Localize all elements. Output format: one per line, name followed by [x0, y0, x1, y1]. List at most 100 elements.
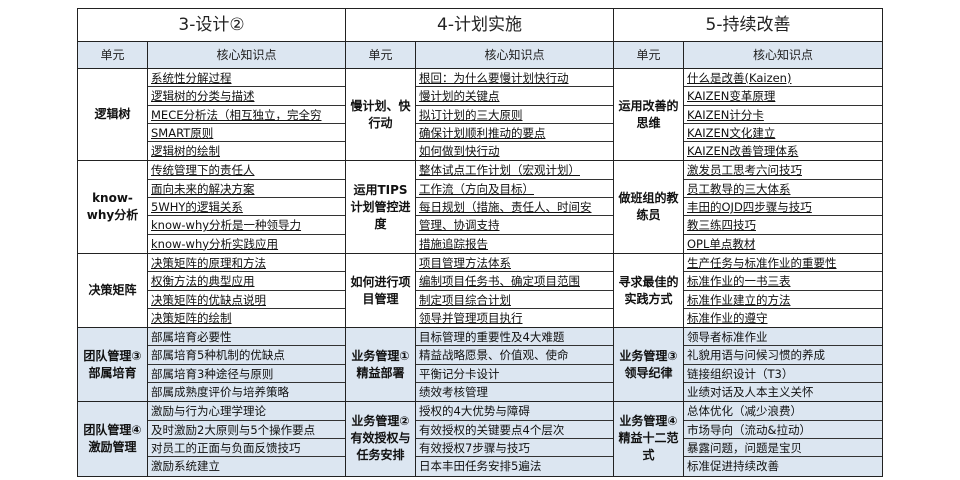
unit-group: 业务管理③领导纪律 领导者标准作业 礼貌用语与问候习惯的养成 链接组织设计（T3） 业绩… — [614, 328, 882, 403]
unit-header: 单元 — [78, 42, 148, 68]
knowledge-point: KAIZEN文化建立 — [684, 124, 882, 143]
knowledge-point: 平衡记分卡设计 — [416, 365, 613, 384]
unit-name: 运用改善的思维 — [614, 69, 684, 161]
knowledge-point: 工作流（方向及目标） — [416, 180, 613, 199]
unit-name: 业务管理④精益十二范式 — [614, 402, 684, 476]
knowledge-point: 丰田的OJD四步骤与技巧 — [684, 198, 882, 217]
phase-block: 4-计划实施 单元 核心知识点慢计划、快行动 根回：为什么要慢计划快行动 慢计划的关键点… — [346, 9, 614, 476]
knowledge-point: 根回：为什么要慢计划快行动 — [416, 69, 613, 88]
knowledge-point: 管理、协调支持 — [416, 216, 613, 235]
knowledge-point: 决策矩阵的绘制 — [151, 310, 232, 325]
unit-name: 团队管理③部属培育 — [78, 328, 148, 402]
knowledge-point: 慢计划的关键点 — [416, 87, 613, 106]
knowledge-point: 标准作业的遵守 — [687, 310, 768, 325]
knowledge-point: 标准促进持续改善 — [687, 459, 779, 474]
knowledge-point: 标准作业的一书三表 — [684, 272, 882, 291]
knowledge-point: 有效授权7步骤与技巧 — [416, 439, 613, 458]
unit-group: 运用TIPS计划管控进度 整体试点工作计划（宏观计划） 工作流（方向及目标） 每日规划… — [346, 161, 613, 254]
unit-name: 业务管理②有效授权与任务安排 — [346, 402, 416, 476]
knowledge-point: 决策矩阵的优缺点说明 — [148, 291, 345, 309]
points-header: 核心知识点 — [484, 48, 545, 62]
knowledge-point: know-why分析实践应用 — [151, 236, 279, 251]
knowledge-point: 5WHY的逻辑关系 — [148, 198, 345, 217]
points-header: 核心知识点 — [752, 48, 813, 62]
knowledge-point: 部属培育必要性 — [148, 328, 345, 347]
knowledge-point: 编制项目任务书、确定项目范围 — [416, 272, 613, 291]
curriculum-table: 3-设计② 单元 核心知识点 逻辑树 系统性分解过程 逻辑树的分类与描述 MECE分析法（相… — [77, 8, 883, 477]
unit-name: 决策矩阵 — [78, 253, 148, 328]
phase-title: 4-计划实施 — [346, 9, 613, 42]
knowledge-point: KAIZEN改善管理体系 — [687, 144, 799, 159]
unit-group: 团队管理③部属培育 部属培育必要性 部属培育5种机制的优缺点 部属培育3种途径与原则部… — [78, 328, 345, 403]
knowledge-point: 市场导向（流动&拉动） — [684, 421, 882, 439]
knowledge-point: 部属培育3种途径与原则 — [148, 365, 345, 384]
unit-header: 单元 — [614, 42, 684, 68]
knowledge-point: KAIZEN变革原理 — [684, 87, 882, 106]
phase-block: 3-设计② 单元 核心知识点逻辑树 系统性分解过程 逻辑树的分类与描述 MECE分析法（相… — [78, 9, 346, 476]
knowledge-points: 授权的4大优势与障碍 有效授权的关键要点4个层次 有效授权7步骤与技巧 日本丰田任务安… — [416, 402, 613, 475]
knowledge-point: SMART原则 — [148, 124, 345, 143]
header-row: 单元 核心知识点 — [78, 42, 345, 69]
knowledge-point: OPL单点教材 — [687, 236, 756, 251]
knowledge-point: 员工教导的三大体系 — [684, 180, 882, 199]
knowledge-point: 传统管理下的责任人 — [148, 161, 345, 180]
unit-group: 业务管理①精益部署 目标管理的重要性及4大难题 精益战略愿景、价值观、使命 平衡记分卡… — [346, 328, 613, 403]
knowledge-point: 面向未来的解决方案 — [148, 180, 345, 199]
knowledge-points: 传统管理下的责任人 面向未来的解决方案 5WHY的逻辑关系 know-why分析是一种… — [148, 161, 345, 252]
knowledge-point: 链接组织设计（T3） — [684, 365, 882, 384]
knowledge-point: 逻辑树的分类与描述 — [148, 87, 345, 106]
knowledge-points: 总体优化（减少浪费） 市场导向（流动&拉动） 暴露问题，问题是宝贝 标准促进持续改善 — [684, 402, 882, 475]
knowledge-points: 系统性分解过程 逻辑树的分类与描述 MECE分析法（相互独立，完全穷 SMART原则逻… — [148, 69, 345, 160]
knowledge-point: 如何做到快行动 — [419, 144, 500, 159]
knowledge-point: 项目管理方法体系 — [416, 254, 613, 273]
phase-title: 5-持续改善 — [614, 9, 882, 42]
knowledge-point: 什么是改善(Kaizen) — [684, 69, 882, 88]
knowledge-points: 整体试点工作计划（宏观计划） 工作流（方向及目标） 每日规划（措施、责任人、时间安管… — [416, 161, 613, 252]
knowledge-points: 激发员工思考六问技巧 员工教导的三大体系 丰田的OJD四步骤与技巧 教三练四技巧 OPL… — [684, 161, 882, 252]
header-row: 单元 核心知识点 — [614, 42, 882, 69]
knowledge-point: 部属成熟度评价与培养策略 — [151, 385, 289, 400]
knowledge-point: 领导并管理项目执行 — [419, 310, 523, 325]
unit-group: 如何进行项目管理 项目管理方法体系 编制项目任务书、确定项目范围 制定项目综合计划 领导… — [346, 253, 613, 329]
unit-name: 运用TIPS计划管控进度 — [346, 161, 416, 253]
unit-group: 业务管理④精益十二范式 总体优化（减少浪费） 市场导向（流动&拉动） 暴露问题，问题是… — [614, 402, 882, 476]
knowledge-point: 拟订计划的三大原则 — [416, 106, 613, 124]
unit-name: 慢计划、快行动 — [346, 69, 416, 161]
knowledge-point: 业绩对话及人本主义关怀 — [687, 385, 814, 400]
knowledge-point: 标准作业建立的方法 — [684, 291, 882, 309]
phase-title: 3-设计② — [78, 9, 345, 42]
unit-group: 决策矩阵 决策矩阵的原理和方法 权衡方法的典型应用 决策矩阵的优缺点说明 决策矩阵的绘制 — [78, 253, 345, 329]
knowledge-point: 部属培育5种机制的优缺点 — [148, 346, 345, 365]
knowledge-points: 领导者标准作业 礼貌用语与问候习惯的养成 链接组织设计（T3） 业绩对话及人本主义关怀 — [684, 328, 882, 401]
knowledge-point: 每日规划（措施、责任人、时间安 — [416, 198, 613, 217]
knowledge-point: 制定项目综合计划 — [416, 291, 613, 309]
unit-group: 逻辑树 系统性分解过程 逻辑树的分类与描述 MECE分析法（相互独立，完全穷 SMART… — [78, 69, 345, 162]
unit-name: 业务管理③领导纪律 — [614, 328, 684, 402]
knowledge-point: 暴露问题，问题是宝贝 — [684, 439, 882, 458]
unit-header: 单元 — [346, 42, 416, 68]
knowledge-point: 决策矩阵的原理和方法 — [148, 254, 345, 273]
knowledge-point: 及时激励2大原则与5个操作要点 — [148, 421, 345, 439]
knowledge-point: 确保计划顺利推动的要点 — [416, 124, 613, 143]
points-header: 核心知识点 — [216, 48, 277, 62]
knowledge-points: 项目管理方法体系 编制项目任务书、确定项目范围 制定项目综合计划 领导并管理项目执行 — [416, 254, 613, 327]
unit-name: 做班组的教练员 — [614, 161, 684, 253]
knowledge-point: KAIZEN计分卡 — [684, 106, 882, 124]
knowledge-point: MECE分析法（相互独立，完全穷 — [148, 106, 345, 124]
knowledge-point: 有效授权的关键要点4个层次 — [416, 421, 613, 439]
unit-name: know-why分析 — [78, 161, 148, 253]
knowledge-point: know-why分析是一种领导力 — [148, 216, 345, 235]
knowledge-point: 授权的4大优势与障碍 — [416, 402, 613, 421]
knowledge-point: 领导者标准作业 — [684, 328, 882, 347]
knowledge-points: 什么是改善(Kaizen) KAIZEN变革原理 KAIZEN计分卡 KAIZEN文化… — [684, 69, 882, 160]
unit-group: 运用改善的思维 什么是改善(Kaizen) KAIZEN变革原理 KAIZEN计分卡 K… — [614, 69, 882, 162]
knowledge-points: 生产任务与标准作业的重要性 标准作业的一书三表 标准作业建立的方法 标准作业的遵守 — [684, 254, 882, 327]
phase-block: 5-持续改善 单元 核心知识点运用改善的思维 什么是改善(Kaizen) KAIZEN变… — [614, 9, 882, 476]
knowledge-point: 激励与行为心理学理论 — [148, 402, 345, 421]
unit-name: 逻辑树 — [78, 69, 148, 161]
knowledge-point: 整体试点工作计划（宏观计划） — [416, 161, 613, 180]
knowledge-point: 绩效考核管理 — [419, 385, 488, 400]
knowledge-point: 权衡方法的典型应用 — [148, 272, 345, 291]
unit-group: know-why分析 传统管理下的责任人 面向未来的解决方案 5WHY的逻辑关系 kno… — [78, 161, 345, 254]
knowledge-points: 决策矩阵的原理和方法 权衡方法的典型应用 决策矩阵的优缺点说明 决策矩阵的绘制 — [148, 254, 345, 327]
